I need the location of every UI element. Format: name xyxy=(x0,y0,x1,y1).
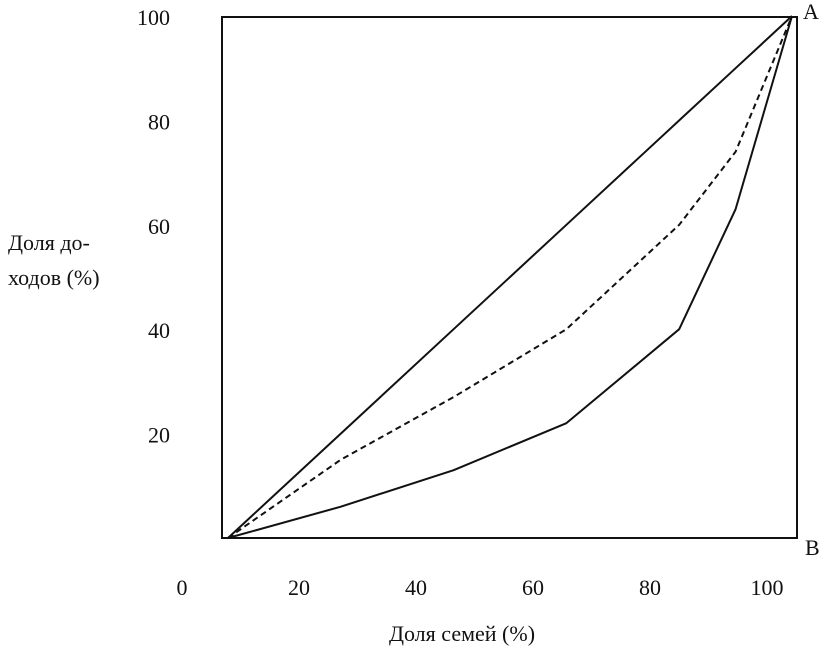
plot-frame xyxy=(221,16,798,539)
y-axis-label: ходов (%) xyxy=(8,265,100,290)
x-tick-label: 60 xyxy=(522,575,544,600)
x-axis-label: Доля семей (%) xyxy=(389,621,535,646)
y-tick-label: 100 xyxy=(137,5,170,30)
point-label: A xyxy=(803,0,819,24)
x-tick-label: 80 xyxy=(639,575,661,600)
x-tick-label: 20 xyxy=(288,575,310,600)
y-tick-label: 40 xyxy=(148,318,170,343)
y-axis-label: Доля до- xyxy=(8,230,90,255)
x-tick-label: 0 xyxy=(177,575,188,600)
curve xyxy=(227,15,793,539)
y-tick-label: 60 xyxy=(148,214,170,239)
curve xyxy=(227,15,793,539)
curve xyxy=(227,15,793,539)
y-tick-label: 20 xyxy=(148,423,170,448)
x-tick-label: 40 xyxy=(405,575,427,600)
y-tick-label: 80 xyxy=(148,109,170,134)
x-tick-label: 100 xyxy=(751,575,784,600)
point-label: B xyxy=(805,535,820,560)
